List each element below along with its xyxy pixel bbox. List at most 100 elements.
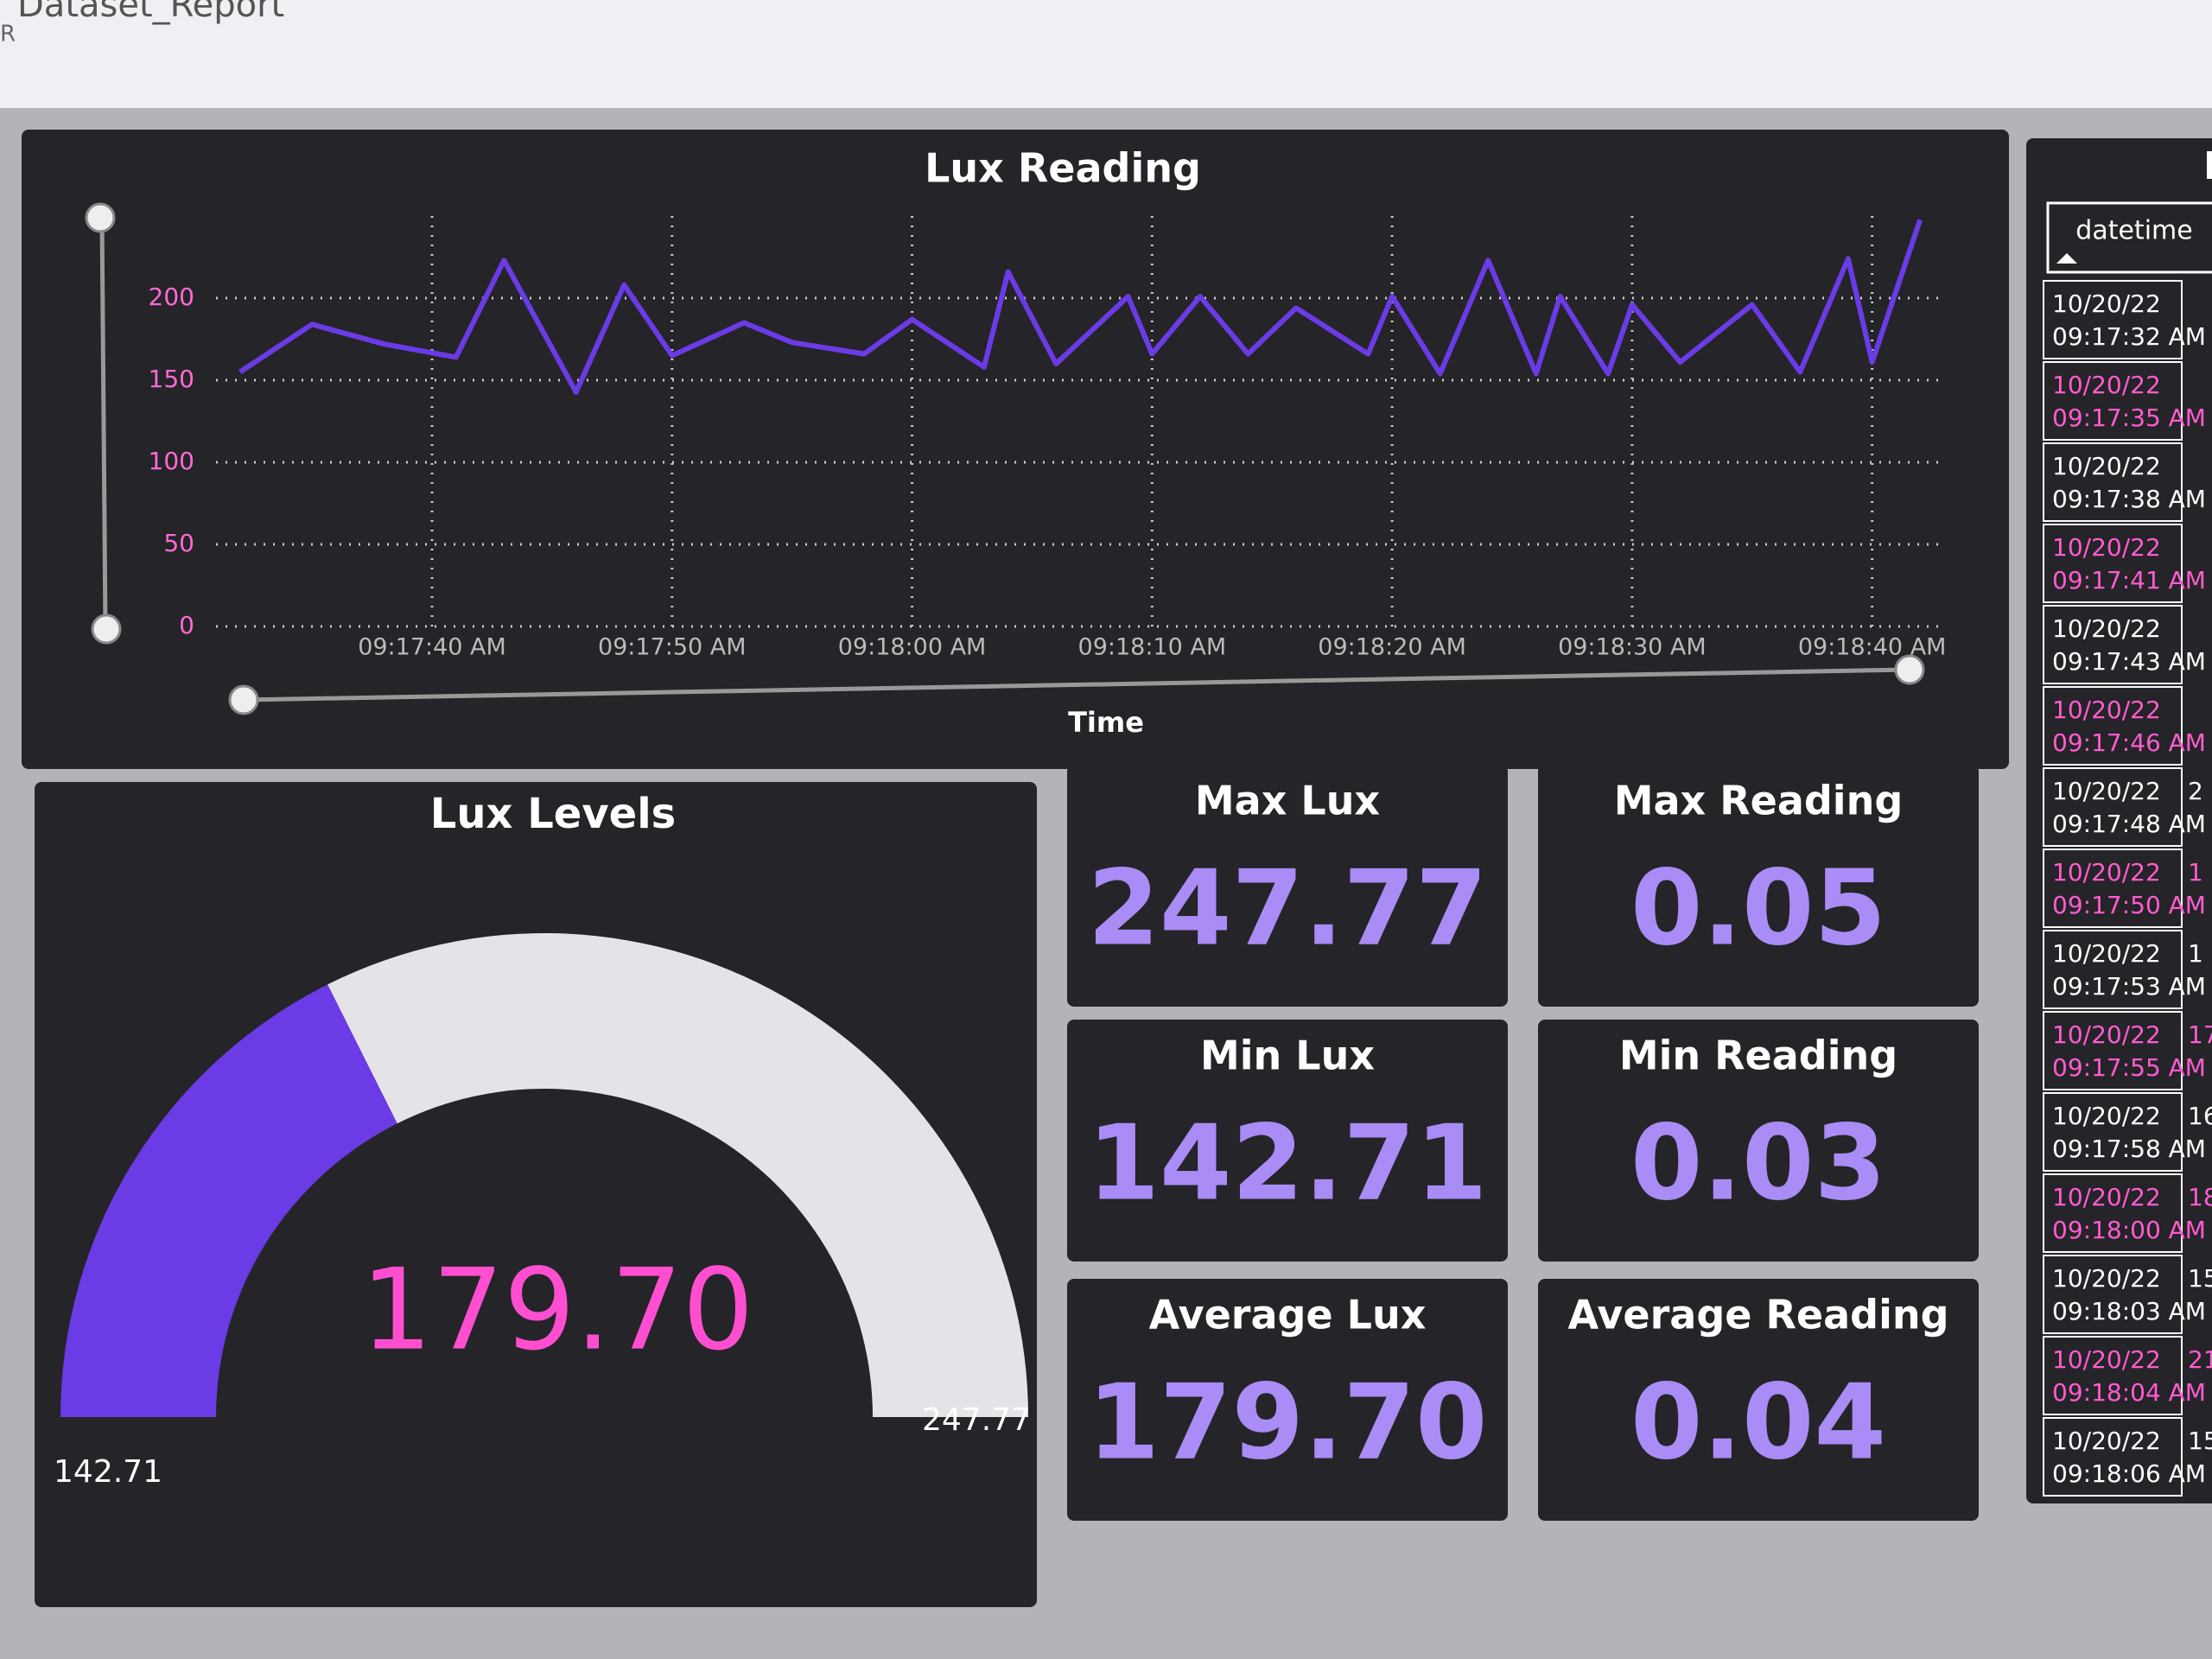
row-time: 09:17:53 AM xyxy=(2052,972,2206,1001)
table-row xyxy=(2043,767,2183,847)
x-tick-label: 09:18:40 AM xyxy=(1798,634,1947,661)
kpi-value: 0.03 xyxy=(1630,1104,1886,1224)
row-date: 10/20/22 xyxy=(2052,1102,2161,1130)
row-time: 09:17:32 AM xyxy=(2052,322,2206,351)
row-value: 1 xyxy=(2188,939,2203,968)
gauge-min: 142.71 xyxy=(54,1454,162,1490)
x-axis-title: Time xyxy=(1068,706,1144,739)
row-value: 18 xyxy=(2188,1183,2212,1211)
row-value: 215 xyxy=(2188,1345,2212,1374)
y-slider-handle xyxy=(85,202,116,233)
table-row xyxy=(2043,361,2183,441)
y-tick-label: 200 xyxy=(149,283,194,311)
kpi-card xyxy=(1067,765,1508,1007)
row-date: 10/20/22 xyxy=(2052,939,2161,968)
table-row xyxy=(2043,1011,2183,1090)
table-row xyxy=(2043,1092,2183,1172)
y-tick-label: 100 xyxy=(149,447,194,475)
x-slider-handle xyxy=(1894,654,1925,685)
row-date: 10/20/22 xyxy=(2052,777,2161,805)
row-date: 10/20/22 xyxy=(2052,1183,2161,1211)
table-row xyxy=(2043,849,2183,928)
x-tick-label: 09:18:20 AM xyxy=(1318,634,1466,661)
row-value: 16 xyxy=(2188,1102,2212,1130)
kpi-value: 142.71 xyxy=(1087,1104,1487,1224)
row-date: 10/20/22 xyxy=(2052,289,2161,318)
table-row xyxy=(2043,1173,2183,1253)
table-row xyxy=(2043,1255,2183,1334)
row-date: 10/20/22 xyxy=(2052,858,2161,887)
row-date: 10/20/22 xyxy=(2052,1264,2161,1293)
table-row xyxy=(2043,605,2183,684)
row-time: 09:17:48 AM xyxy=(2052,810,2206,838)
row-time: 09:17:55 AM xyxy=(2052,1053,2206,1082)
chart-title: Lux Reading xyxy=(925,145,1201,192)
kpi-card xyxy=(1538,1020,1979,1262)
kpi-label: Max Reading xyxy=(1614,778,1904,824)
row-date: 10/20/22 xyxy=(2052,452,2161,480)
row-time: 09:18:06 AM xyxy=(2052,1459,2206,1488)
kpi-value: 0.04 xyxy=(1630,1363,1886,1484)
table-row xyxy=(2043,686,2183,766)
row-time: 09:17:58 AM xyxy=(2052,1135,2206,1163)
table-row xyxy=(2043,930,2183,1009)
row-value: 17 xyxy=(2188,1020,2212,1049)
top-bar xyxy=(0,0,2212,108)
x-slider-track xyxy=(243,667,1910,702)
row-date: 10/20/22 xyxy=(2052,614,2161,643)
lux-line xyxy=(238,219,1923,395)
y-tick-label: 0 xyxy=(179,611,194,639)
table-row xyxy=(2043,1336,2183,1415)
table-row xyxy=(2043,524,2183,603)
gauge-panel xyxy=(35,782,1037,1607)
table-header: datetime xyxy=(2075,216,2192,246)
kpi-label: Min Reading xyxy=(1619,1033,1897,1079)
gauge-max: 247.77 xyxy=(922,1402,1031,1438)
kpi-label: Average Lux xyxy=(1149,1292,1427,1338)
row-date: 10/20/22 xyxy=(2052,371,2161,399)
table-header-cell xyxy=(2046,201,2212,274)
x-slider-handle xyxy=(228,684,259,715)
kpi-value: 247.77 xyxy=(1087,849,1487,969)
row-value: 155 xyxy=(2188,1264,2212,1293)
x-tick-label: 09:18:10 AM xyxy=(1078,634,1227,661)
y-tick-label: 50 xyxy=(163,529,194,557)
kpi-card xyxy=(1067,1020,1508,1262)
y-slider-track xyxy=(99,217,108,630)
gauge-fill xyxy=(60,984,397,1417)
y-slider-handle xyxy=(91,613,122,645)
kpi-card xyxy=(1538,765,1979,1007)
sort-arrow xyxy=(2056,253,2077,264)
row-time: 09:17:43 AM xyxy=(2052,647,2206,676)
row-date: 10/20/22 xyxy=(2052,533,2161,562)
table-panel xyxy=(2026,138,2212,1503)
row-time: 09:18:03 AM xyxy=(2052,1297,2206,1325)
row-time: 09:17:50 AM xyxy=(2052,891,2206,919)
row-time: 09:17:38 AM xyxy=(2052,485,2206,513)
gauge-title: Lux Levels xyxy=(430,790,676,838)
row-date: 10/20/22 xyxy=(2052,1345,2161,1374)
row-date: 10/20/22 xyxy=(2052,1427,2161,1455)
kpi-card xyxy=(1067,1279,1508,1521)
row-time: 09:18:00 AM xyxy=(2052,1216,2206,1244)
table-row xyxy=(2043,442,2183,522)
report-title: Dataset_Report xyxy=(17,0,284,25)
table-row xyxy=(2043,280,2183,359)
row-value: 155. xyxy=(2188,1427,2212,1455)
row-value: 2 xyxy=(2188,777,2203,805)
y-tick-label: 150 xyxy=(149,365,194,393)
kpi-label: Average Reading xyxy=(1567,1292,1948,1338)
report-subtitle: R xyxy=(0,22,16,48)
row-time: 09:17:46 AM xyxy=(2052,728,2206,757)
row-time: 09:17:41 AM xyxy=(2052,566,2206,594)
kpi-value: 179.70 xyxy=(1087,1363,1487,1484)
kpi-value: 0.05 xyxy=(1630,849,1886,969)
gauge-track xyxy=(327,933,1028,1417)
kpi-label: Min Lux xyxy=(1200,1033,1375,1079)
row-value: 1 xyxy=(2188,858,2203,887)
x-tick-label: 09:17:40 AM xyxy=(358,634,506,661)
table-title: L xyxy=(2203,144,2212,188)
x-tick-label: 09:17:50 AM xyxy=(598,634,747,661)
